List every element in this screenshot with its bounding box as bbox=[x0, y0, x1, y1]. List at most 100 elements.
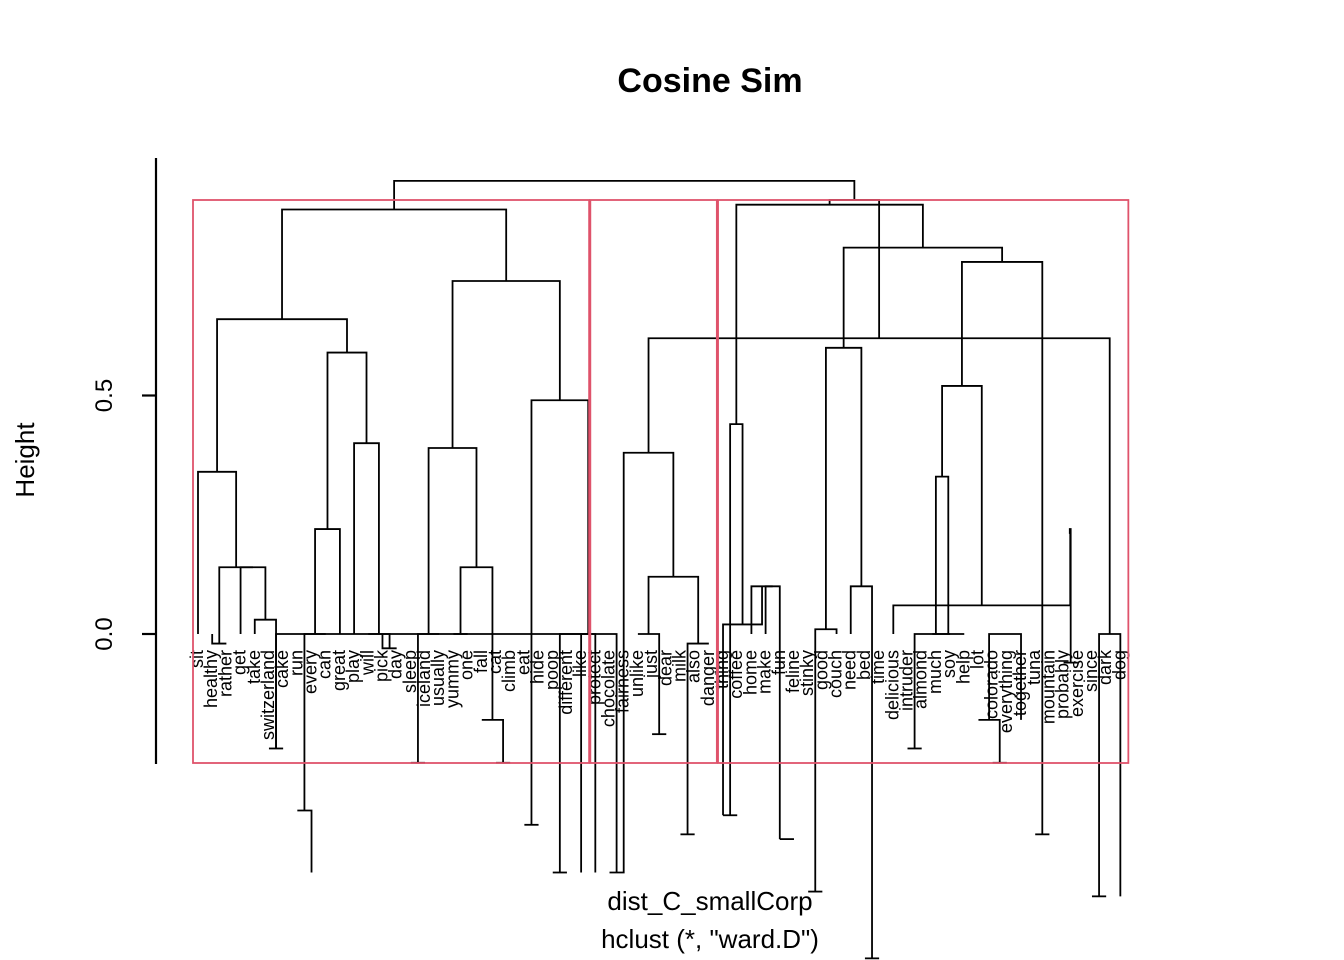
dendrogram-branches bbox=[197, 179, 1122, 960]
leaf-label: almond bbox=[911, 650, 931, 709]
leaf-label: soy bbox=[939, 650, 959, 678]
leaf-label: usually bbox=[428, 650, 448, 706]
y-tick-label: 0.0 bbox=[91, 617, 118, 650]
leaf-label: day bbox=[386, 650, 406, 679]
leaf-label: milk bbox=[669, 649, 689, 682]
leaf-label: cat bbox=[485, 650, 505, 674]
leaf-label: great bbox=[329, 650, 349, 691]
leaf-label: iceland bbox=[414, 650, 434, 707]
dendrogram-branch bbox=[353, 442, 380, 634]
dendrogram-branch bbox=[609, 634, 625, 874]
leaf-label: fairness bbox=[613, 650, 633, 713]
leaf-label: intruder bbox=[897, 650, 917, 711]
leaf-label: tuna bbox=[1024, 649, 1044, 685]
leaf-label: help bbox=[953, 650, 973, 684]
leaf-label: pick bbox=[371, 649, 391, 682]
dendrogram-branch bbox=[393, 179, 856, 210]
cluster-rectangles bbox=[192, 199, 1130, 764]
leaf-label: eat bbox=[513, 650, 533, 675]
leaf-label: stinky bbox=[797, 650, 817, 696]
dendrogram-branch bbox=[849, 585, 873, 959]
leaf-label: couch bbox=[826, 650, 846, 698]
leaf-label: climb bbox=[499, 650, 519, 692]
dendrogram-branch bbox=[729, 423, 744, 816]
leaf-label: dog bbox=[1109, 650, 1129, 680]
leaf-label: yummy bbox=[442, 650, 462, 708]
leaf-label: will bbox=[357, 650, 377, 676]
leaf-label: switzerland bbox=[258, 650, 278, 740]
dendrogram-branch bbox=[637, 633, 661, 735]
leaf-label: much bbox=[925, 650, 945, 694]
dendrogram-branch bbox=[381, 634, 397, 650]
dendrogram-branch bbox=[961, 261, 1044, 835]
leaf-label: danger bbox=[698, 650, 718, 706]
leaf-label: hide bbox=[528, 650, 548, 684]
leaf-label: colorado bbox=[982, 650, 1002, 719]
leaf-label: exercise bbox=[1067, 650, 1087, 717]
dendrogram-branch bbox=[427, 447, 478, 634]
leaf-label: probably bbox=[1053, 650, 1073, 719]
leaf-label: everything bbox=[996, 650, 1016, 733]
dendrogram-branch bbox=[314, 528, 341, 634]
leaf-label: good bbox=[811, 650, 831, 690]
leaf-label: bed bbox=[854, 650, 874, 680]
dendrogram-branch bbox=[764, 585, 781, 840]
leaf-label: take bbox=[244, 650, 264, 684]
dendrogram-branch bbox=[481, 718, 504, 763]
dendrogram-branch bbox=[451, 280, 561, 448]
leaf-label: lot bbox=[967, 650, 987, 669]
leaf-label: coffee bbox=[726, 650, 746, 699]
y-axis: 0.0 0.5 bbox=[91, 158, 158, 764]
leaf-label: delicious bbox=[882, 650, 902, 720]
leaf-label: dear bbox=[655, 650, 675, 686]
leaf-label: time bbox=[868, 650, 888, 684]
leaf-label: make bbox=[755, 650, 775, 694]
leaf-label: healthy bbox=[201, 650, 221, 708]
dendrogram-branch bbox=[326, 351, 368, 530]
leaf-label: like bbox=[570, 650, 590, 677]
dendrogram-branch bbox=[281, 208, 508, 320]
leaf-label: need bbox=[840, 650, 860, 690]
dendrogram-branch bbox=[828, 199, 881, 339]
leaf-label: home bbox=[740, 650, 760, 695]
dendrogram-branch bbox=[934, 475, 950, 634]
leaf-label: poop bbox=[542, 650, 562, 690]
dendrogram-branch bbox=[239, 566, 267, 634]
leaf-label: one bbox=[457, 650, 477, 680]
cluster-box bbox=[589, 199, 718, 764]
leaf-label: dark bbox=[1095, 649, 1115, 685]
chart-title: Cosine Sim bbox=[617, 62, 802, 100]
leaf-label: every bbox=[301, 650, 321, 694]
leaf-label: run bbox=[286, 650, 306, 676]
dendrogram-branch bbox=[368, 633, 391, 649]
x-axis-label: dist_C_smallCorp bbox=[607, 886, 812, 916]
leaf-label: can bbox=[315, 650, 335, 679]
leaf-label: together bbox=[1010, 650, 1030, 716]
dendrogram-branch bbox=[686, 642, 709, 835]
dendrogram-branch bbox=[211, 634, 227, 645]
y-tick-label: 0.5 bbox=[91, 379, 118, 412]
dendrogram-branch bbox=[988, 633, 1022, 720]
leaf-label: feline bbox=[783, 650, 803, 693]
dendrogram-branch bbox=[978, 718, 1001, 763]
cluster-box bbox=[192, 199, 591, 764]
cluster-box bbox=[717, 199, 1130, 764]
leaf-label: play bbox=[343, 650, 363, 683]
leaf-label: sit bbox=[187, 650, 207, 668]
dendrogram-branch bbox=[303, 633, 326, 811]
leaf-label: also bbox=[684, 650, 704, 683]
dendrogram-branch bbox=[297, 809, 313, 873]
leaf-label: just bbox=[641, 650, 661, 679]
dendrogram-branch bbox=[750, 585, 773, 634]
leaf-label: fun bbox=[769, 650, 789, 675]
leaf-label: chocolate bbox=[599, 650, 619, 727]
dendrogram-branch bbox=[735, 203, 924, 425]
leaf-label: since bbox=[1081, 650, 1101, 692]
leaf-label: mountain bbox=[1038, 650, 1058, 724]
dendrogram-branch bbox=[459, 566, 494, 720]
leaf-label: unlike bbox=[627, 650, 647, 697]
dendrogram-branch bbox=[197, 470, 238, 634]
leaf-label: cake bbox=[272, 650, 292, 688]
leaf-label: sleep bbox=[400, 650, 420, 693]
